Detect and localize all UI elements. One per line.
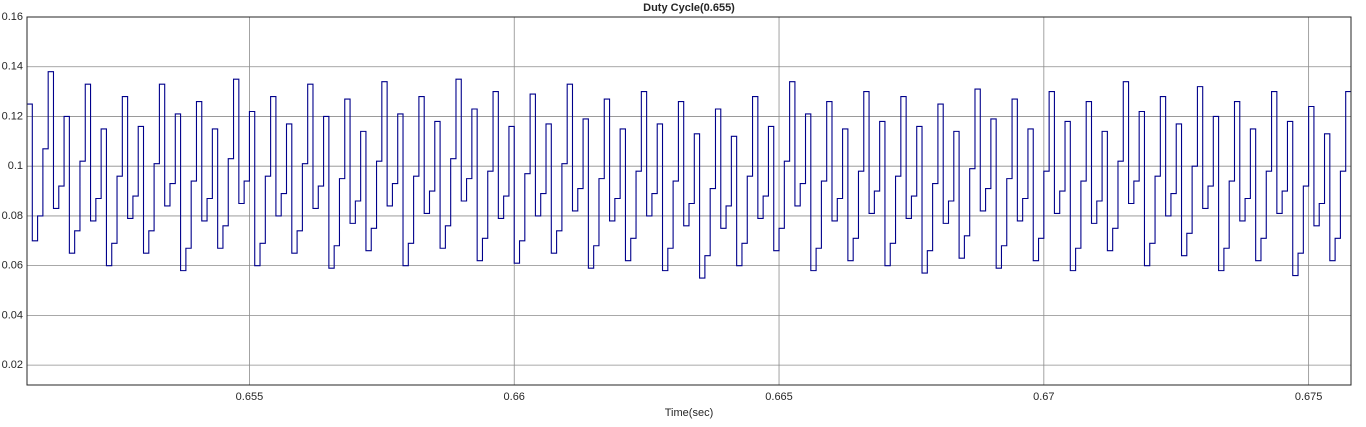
step-line xyxy=(27,71,1351,279)
y-tick-label: 0.06 xyxy=(2,260,23,272)
plot-frame xyxy=(26,16,1352,386)
x-tick-label: 0.66 xyxy=(504,391,525,403)
x-tick-label: 0.67 xyxy=(1033,391,1054,403)
y-tick-label: 0.02 xyxy=(2,359,23,371)
x-tick-label: 0.655 xyxy=(236,391,264,403)
plot-area xyxy=(27,17,1351,385)
x-tick-label: 0.675 xyxy=(1295,391,1323,403)
y-tick-label: 0.08 xyxy=(2,210,23,222)
y-tick-label: 0.04 xyxy=(2,309,23,321)
y-tick-label: 0.14 xyxy=(2,61,23,73)
y-tick-label: 0.12 xyxy=(2,110,23,122)
x-axis-label: Time(sec) xyxy=(665,407,713,419)
y-tick-label: 0.1 xyxy=(8,160,23,172)
chart-title: Duty Cycle(0.655) xyxy=(643,2,735,14)
y-tick-label: 0.16 xyxy=(2,11,23,23)
x-tick-label: 0.665 xyxy=(765,391,793,403)
